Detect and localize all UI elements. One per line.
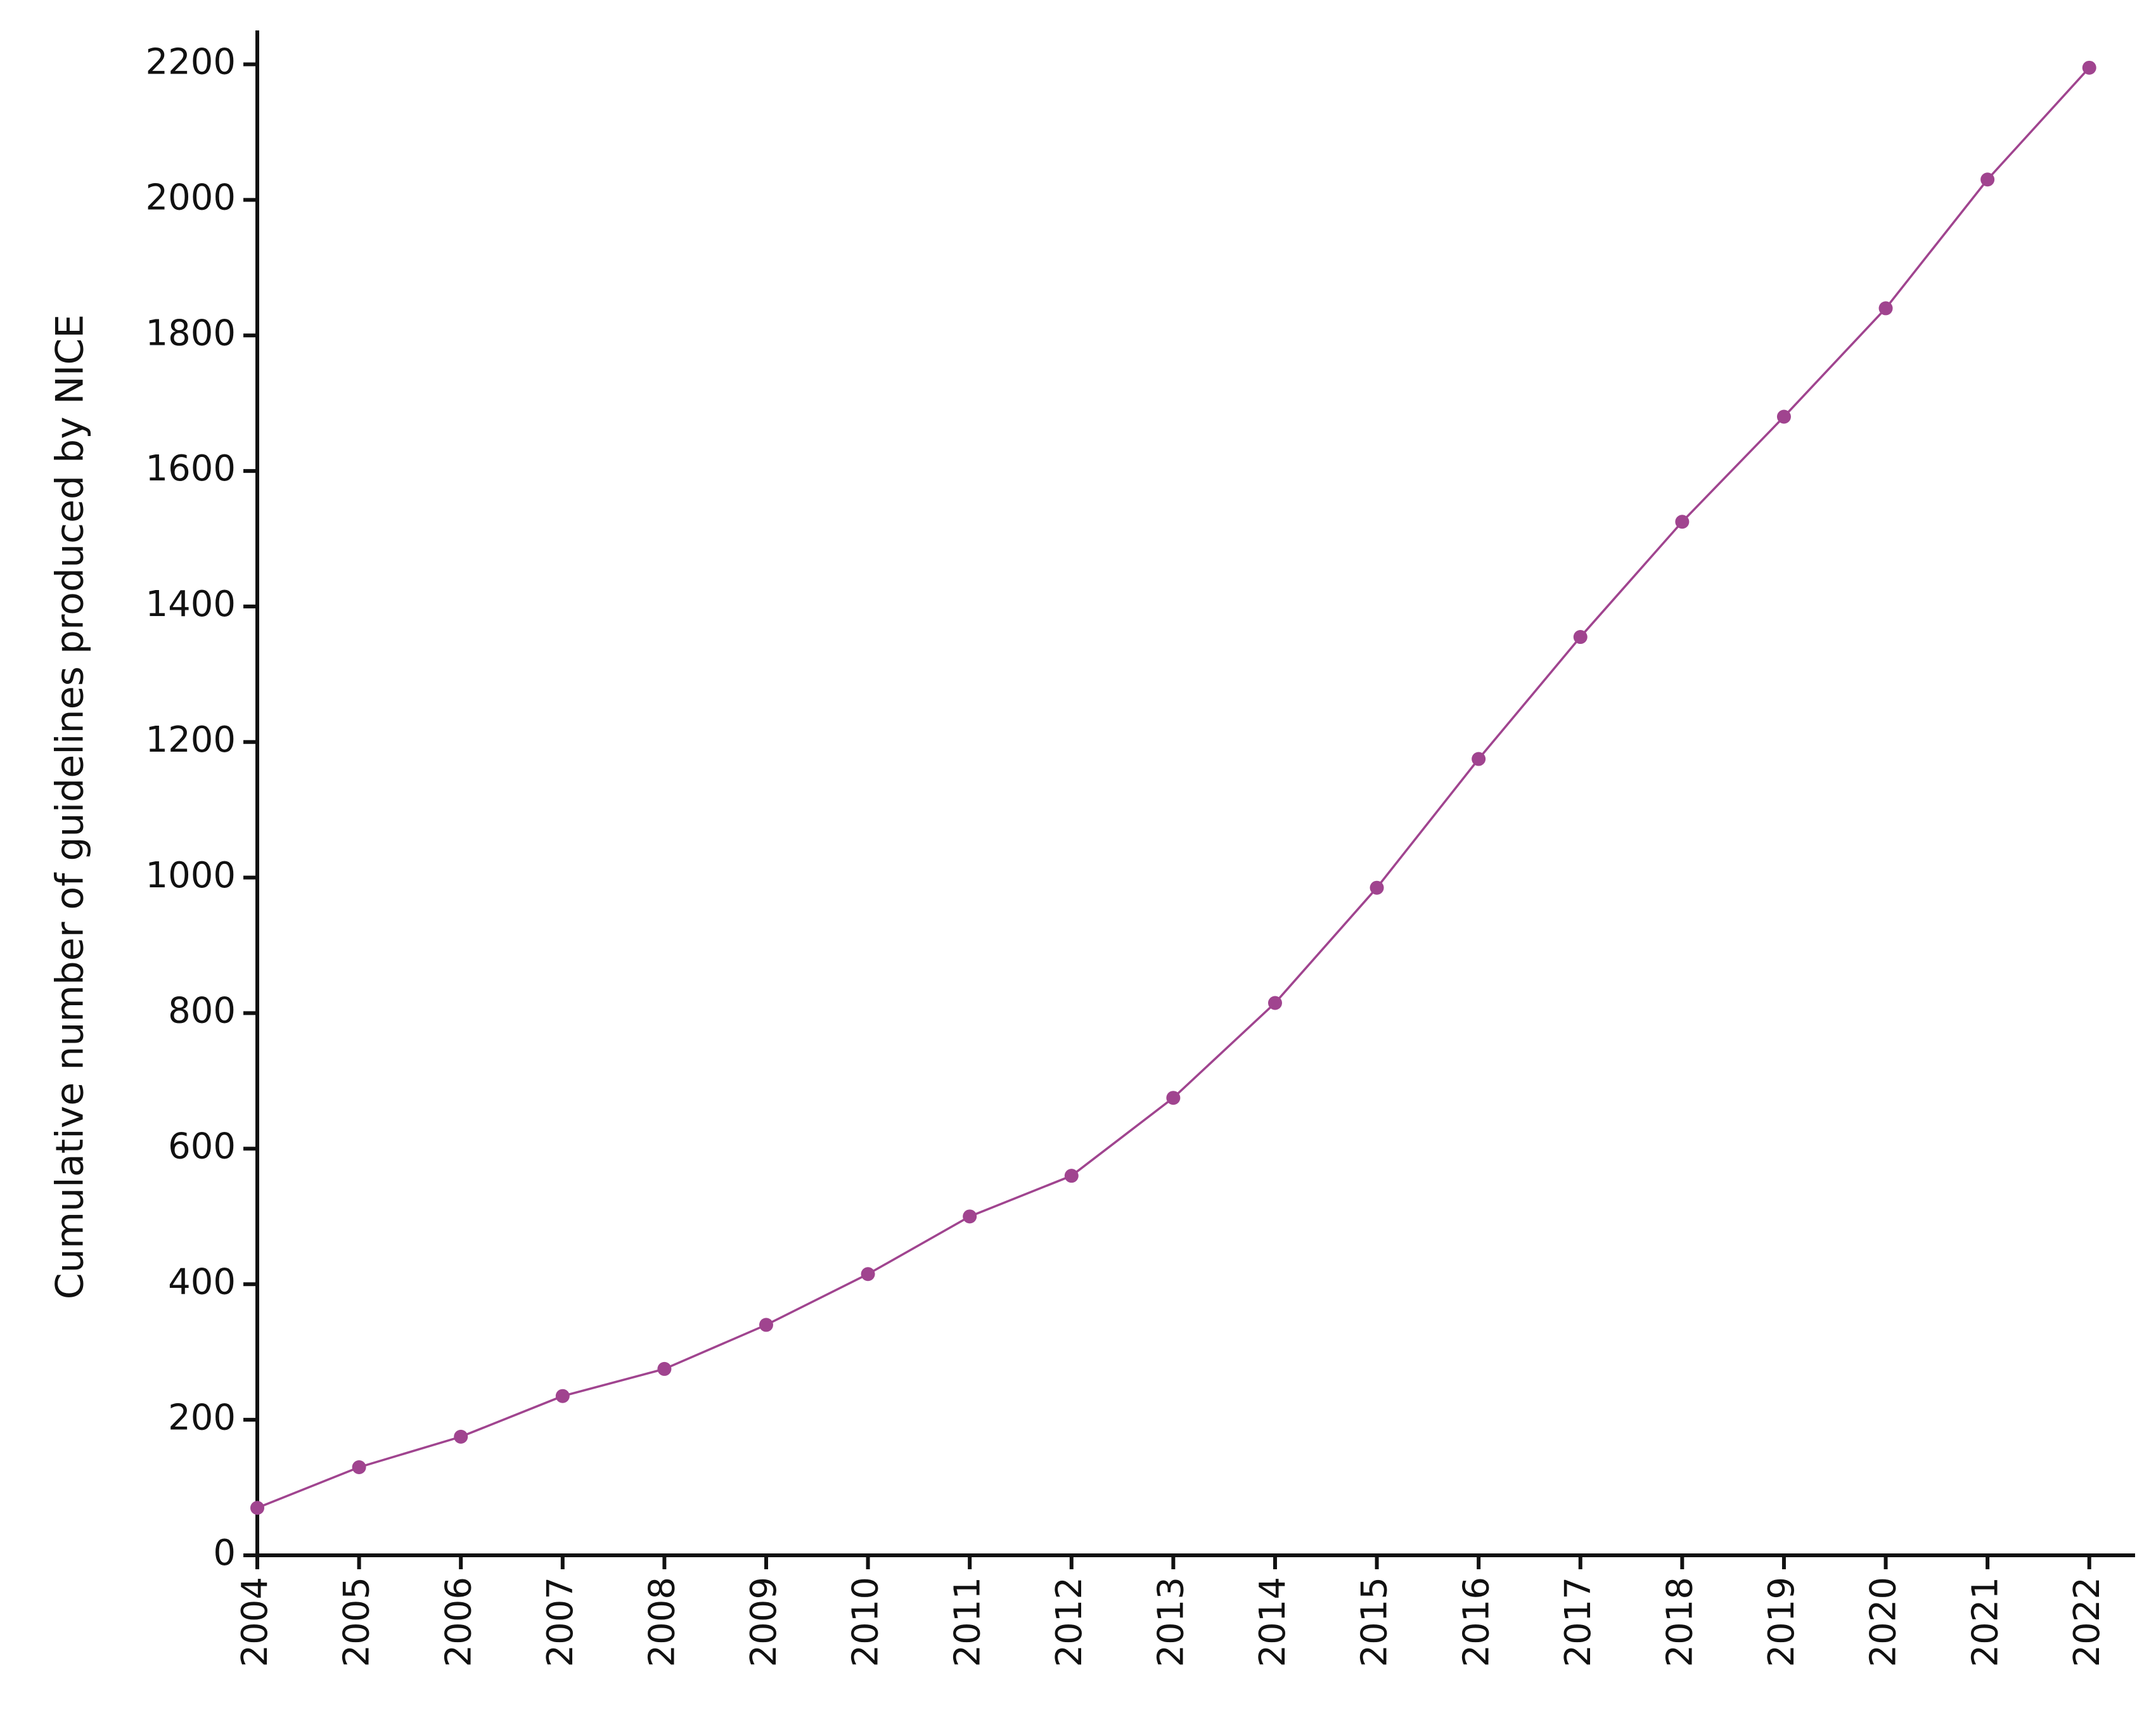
x-tick-label: 2006 xyxy=(438,1577,479,1667)
data-point xyxy=(454,1429,468,1444)
x-tick-label: 2018 xyxy=(1659,1577,1700,1667)
data-point xyxy=(1675,515,1690,529)
x-tick-label: 2022 xyxy=(2067,1577,2108,1667)
data-point xyxy=(1980,172,1995,187)
x-tick-label: 2015 xyxy=(1354,1577,1396,1667)
data-point xyxy=(352,1460,366,1474)
data-point xyxy=(1573,630,1588,645)
data-point xyxy=(963,1209,977,1224)
x-tick-label: 2019 xyxy=(1761,1577,1802,1667)
x-tick-label: 2013 xyxy=(1151,1577,1192,1667)
data-point xyxy=(555,1389,570,1403)
y-tick-label: 0 xyxy=(213,1532,236,1574)
data-point xyxy=(1166,1091,1181,1105)
y-tick-label: 1400 xyxy=(145,584,236,625)
data-point xyxy=(1064,1169,1079,1183)
y-tick-label: 2200 xyxy=(145,42,236,83)
y-tick-label: 400 xyxy=(168,1261,236,1302)
data-point xyxy=(1267,996,1282,1010)
y-tick-label: 2000 xyxy=(145,177,236,218)
x-tick-label: 2004 xyxy=(234,1577,276,1667)
x-tick-label: 2016 xyxy=(1456,1577,1497,1667)
y-tick-label: 200 xyxy=(168,1397,236,1438)
data-point xyxy=(1472,752,1486,766)
y-axis-label: Cumulative number of guidelines produced… xyxy=(48,314,93,1299)
data-point xyxy=(1878,301,1893,316)
x-tick-label: 2012 xyxy=(1049,1577,1090,1667)
y-tick-label: 600 xyxy=(168,1126,236,1167)
data-point xyxy=(1776,409,1791,424)
x-tick-label: 2020 xyxy=(1863,1577,1904,1667)
x-tick-label: 2021 xyxy=(1965,1577,2006,1667)
x-tick-label: 2017 xyxy=(1558,1577,1599,1667)
data-point xyxy=(2082,60,2096,75)
data-point xyxy=(861,1267,875,1282)
y-tick-label: 800 xyxy=(168,991,236,1032)
x-tick-label: 2010 xyxy=(845,1577,887,1667)
x-tick-label: 2009 xyxy=(743,1577,785,1667)
y-tick-label: 1000 xyxy=(145,855,236,896)
data-point xyxy=(250,1501,264,1515)
x-tick-label: 2008 xyxy=(642,1577,683,1667)
data-point xyxy=(1370,880,1384,895)
x-tick-label: 2005 xyxy=(337,1577,378,1667)
x-tick-label: 2011 xyxy=(947,1577,988,1667)
x-tick-label: 2014 xyxy=(1252,1577,1293,1667)
x-tick-label: 2007 xyxy=(540,1577,581,1667)
data-point xyxy=(759,1318,773,1332)
y-tick-label: 1200 xyxy=(145,719,236,761)
data-line xyxy=(257,67,2091,1509)
y-tick-label: 1600 xyxy=(145,448,236,489)
data-point xyxy=(657,1361,672,1376)
y-tick-label: 1800 xyxy=(145,312,236,354)
